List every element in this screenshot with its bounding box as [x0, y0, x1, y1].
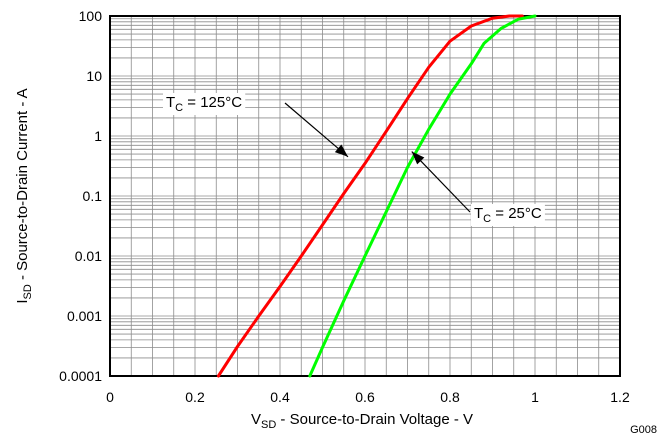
x-axis-title-rest: - Source-to-Drain Voltage - V [276, 411, 473, 428]
annotation-arrowhead-25c [411, 151, 425, 165]
series-line-1 [216, 14, 524, 378]
annotation-125c-suffix: = 125°C [183, 94, 242, 111]
annotation-box-125c [163, 93, 246, 115]
y-axis-title: ISD - Source-to-Drain Current - A [14, 88, 34, 303]
y-tick-label: 100 [79, 8, 103, 24]
y-axis-title-main: I [14, 300, 31, 304]
annotation-box-25c [471, 204, 545, 226]
figure-id: G008 [630, 424, 657, 436]
annotation-125c-prefix: T [166, 94, 175, 111]
y-tick-labels: 0.0001 0.001 0.01 0.1 1 10 100 [59, 8, 102, 384]
series-line-2 [308, 14, 537, 378]
y-tick-label: 0.1 [83, 188, 103, 204]
annotation-arrow-125c [284, 102, 349, 158]
x-axis-title-sub: SD [261, 419, 276, 431]
y-tick-label: 0.01 [75, 248, 102, 264]
annotation-25c-suffix: = 25°C [491, 205, 542, 222]
x-tick-label: 1 [531, 389, 539, 405]
y-tick-label: 0.001 [67, 308, 102, 324]
plot-frame [109, 15, 621, 377]
series-layer [216, 14, 537, 378]
y-tick-label: 0.0001 [59, 368, 102, 384]
annotation-125c-sub: C [175, 102, 183, 114]
x-tick-label: 0.2 [185, 389, 205, 405]
y-axis-title-sub: SD [22, 284, 34, 299]
x-tick-label: 0 [106, 389, 114, 405]
x-tick-label: 0.6 [355, 389, 375, 405]
annotation-label-25c: TC = 25°C [474, 205, 542, 225]
x-tick-label: 1.2 [610, 389, 630, 405]
x-axis-title-main: V [251, 411, 261, 428]
x-axis-title: VSD - Source-to-Drain Voltage - V [251, 411, 473, 431]
annotation-arrow-25c [411, 151, 471, 213]
annotation-arrowhead-125c [334, 144, 348, 157]
y-tick-label: 1 [94, 128, 102, 144]
annotation-25c-prefix: T [474, 205, 483, 222]
x-tick-labels: 0 0.2 0.4 0.6 0.8 1 1.2 [106, 389, 630, 405]
y-tick-label: 10 [86, 68, 102, 84]
x-tick-label: 0.4 [270, 389, 290, 405]
annotation-25c-sub: C [483, 213, 491, 225]
annotation-label-125c: TC = 125°C [166, 94, 242, 114]
x-tick-label: 0.8 [440, 389, 460, 405]
y-axis-title-rest: - Source-to-Drain Current - A [14, 88, 31, 284]
annotations: TC = 125°C TC = 25°C [163, 93, 545, 226]
grid [110, 16, 620, 376]
